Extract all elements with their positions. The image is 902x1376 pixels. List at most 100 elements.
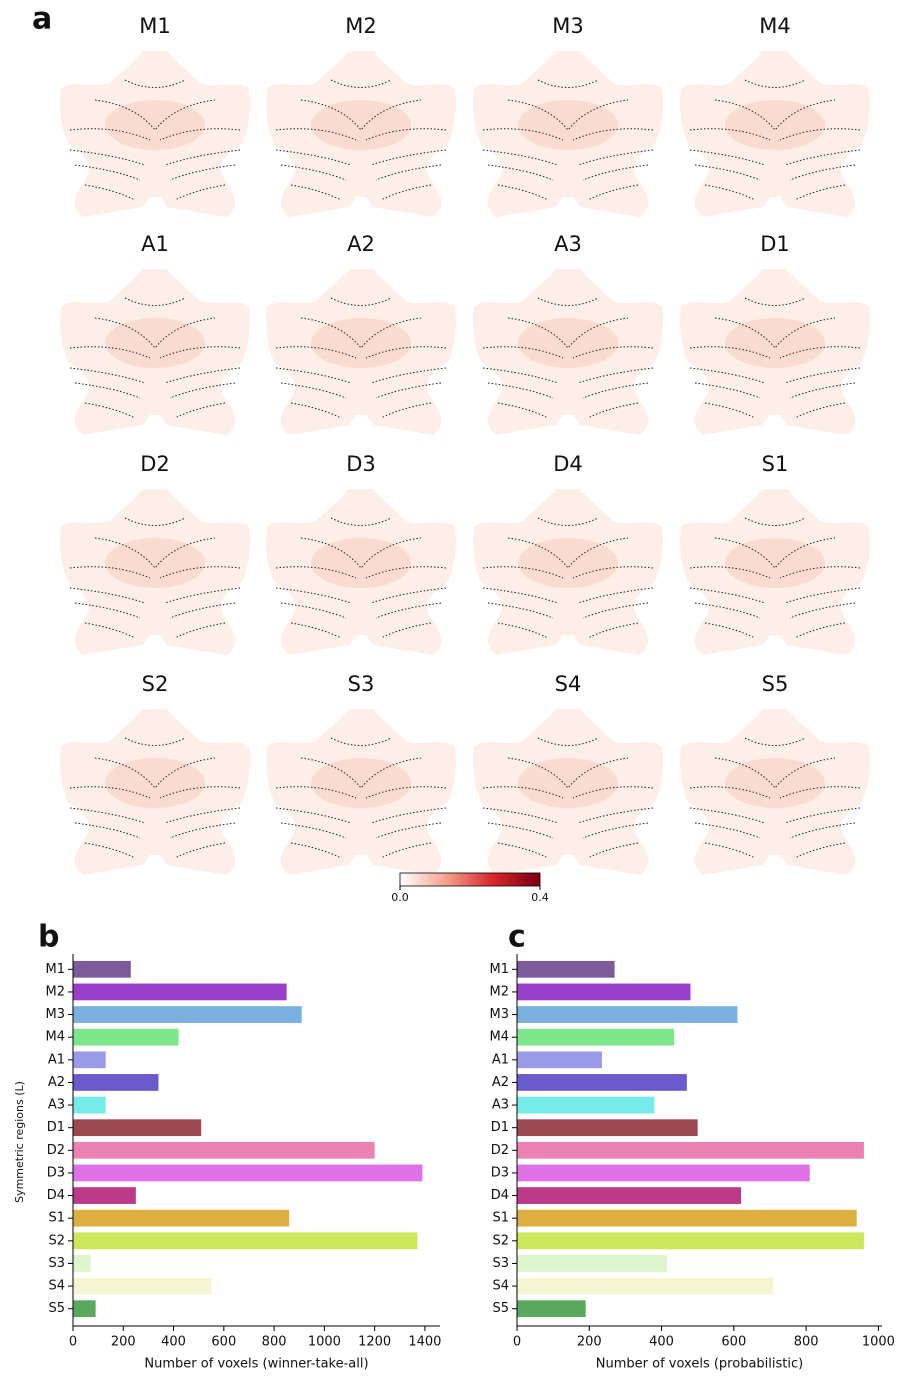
y-tick-label: S4 (48, 1279, 65, 1294)
y-tick-label: D1 (47, 1120, 65, 1135)
bar (73, 1006, 302, 1023)
y-tick-label: A2 (492, 1075, 509, 1090)
bar (517, 1277, 774, 1295)
panel-label: a (32, 2, 52, 37)
map-title: M4 (759, 14, 790, 38)
flatmap (472, 488, 664, 656)
bar (73, 1096, 106, 1114)
y-tick-label: S2 (492, 1233, 509, 1248)
x-tick-label: 1000 (308, 1335, 341, 1350)
map-title: A3 (554, 232, 582, 256)
map-title: D1 (760, 232, 790, 256)
bar (517, 1209, 857, 1227)
flatmap (679, 268, 871, 436)
bar (517, 1096, 655, 1114)
y-tick-label: S1 (492, 1211, 509, 1226)
bar (517, 1051, 602, 1069)
y-tick-label: M4 (490, 1030, 510, 1045)
bar (73, 1051, 106, 1069)
bar (517, 1255, 667, 1272)
flatmap (59, 488, 251, 656)
colorbar-tick-label: 0.4 (531, 891, 549, 904)
map-title: M3 (552, 14, 583, 38)
bar (73, 1300, 96, 1318)
bar (73, 1028, 179, 1046)
x-tick-label: 200 (577, 1335, 602, 1350)
map-title: M2 (345, 14, 376, 38)
flatmap (265, 268, 457, 436)
y-tick-label: A1 (492, 1052, 509, 1067)
bar (73, 1074, 159, 1091)
bar (517, 1074, 687, 1091)
x-axis-label: Number of voxels (winner-take-all) (144, 1357, 368, 1372)
bar (517, 1300, 586, 1318)
map-title: M1 (139, 14, 170, 38)
flatmap (59, 708, 251, 876)
y-tick-label: D3 (491, 1165, 509, 1180)
y-tick-label: S5 (492, 1301, 509, 1316)
map-title: A1 (141, 232, 169, 256)
bar (73, 1277, 212, 1295)
flatmap (679, 708, 871, 876)
y-tick-label: M1 (46, 962, 66, 977)
flatmap (59, 50, 251, 218)
x-tick-label: 0 (513, 1335, 521, 1350)
map-title: D3 (346, 452, 376, 476)
y-tick-label: A3 (492, 1098, 509, 1113)
bar (73, 983, 287, 1001)
y-axis-label: Symmetric regions (L) (13, 1081, 26, 1203)
flatmap (679, 488, 871, 656)
flatmap (472, 50, 664, 218)
y-tick-label: M3 (46, 1007, 66, 1022)
colorbar (399, 872, 541, 887)
y-tick-label: S2 (48, 1233, 65, 1248)
y-tick-label: D4 (47, 1188, 65, 1203)
x-tick-label: 800 (262, 1335, 287, 1350)
flatmap (472, 708, 664, 876)
y-tick-label: A3 (48, 1098, 65, 1113)
y-tick-label: S4 (492, 1279, 509, 1294)
bar (517, 1232, 864, 1250)
panel-label: b (38, 920, 59, 955)
bar (517, 1006, 738, 1023)
y-tick-label: S3 (48, 1256, 65, 1271)
bar (517, 1028, 675, 1046)
bar (73, 1255, 91, 1272)
y-tick-label: S5 (48, 1301, 65, 1316)
y-tick-label: A1 (48, 1052, 65, 1067)
bar (517, 1187, 742, 1204)
y-tick-label: S3 (492, 1256, 509, 1271)
y-tick-label: A2 (48, 1075, 65, 1090)
map-title: D2 (140, 452, 170, 476)
bar (73, 960, 131, 978)
x-tick-label: 1200 (358, 1335, 391, 1350)
map-title: S1 (762, 452, 789, 476)
flatmap (265, 488, 457, 656)
panel-label: c (508, 920, 526, 955)
y-tick-label: D2 (491, 1143, 509, 1158)
x-tick-label: 1000 (862, 1335, 895, 1350)
x-tick-label: 0 (69, 1335, 77, 1350)
y-tick-label: M1 (490, 962, 510, 977)
x-tick-label: 600 (211, 1335, 236, 1350)
x-tick-label: 200 (111, 1335, 136, 1350)
x-tick-label: 400 (649, 1335, 674, 1350)
map-title: S5 (762, 672, 789, 696)
y-tick-label: D2 (47, 1143, 65, 1158)
y-tick-label: D1 (491, 1120, 509, 1135)
x-tick-label: 400 (161, 1335, 186, 1350)
y-tick-label: M2 (46, 984, 66, 999)
x-tick-label: 600 (721, 1335, 746, 1350)
flatmap (679, 50, 871, 218)
bar (73, 1232, 418, 1250)
bar (73, 1187, 136, 1204)
y-tick-label: D4 (491, 1188, 509, 1203)
map-title: S3 (348, 672, 375, 696)
y-tick-label: M2 (490, 984, 510, 999)
flatmap (265, 50, 457, 218)
map-title: D4 (553, 452, 583, 476)
colorbar-tick-label: 0.0 (391, 891, 409, 904)
flatmap (472, 268, 664, 436)
